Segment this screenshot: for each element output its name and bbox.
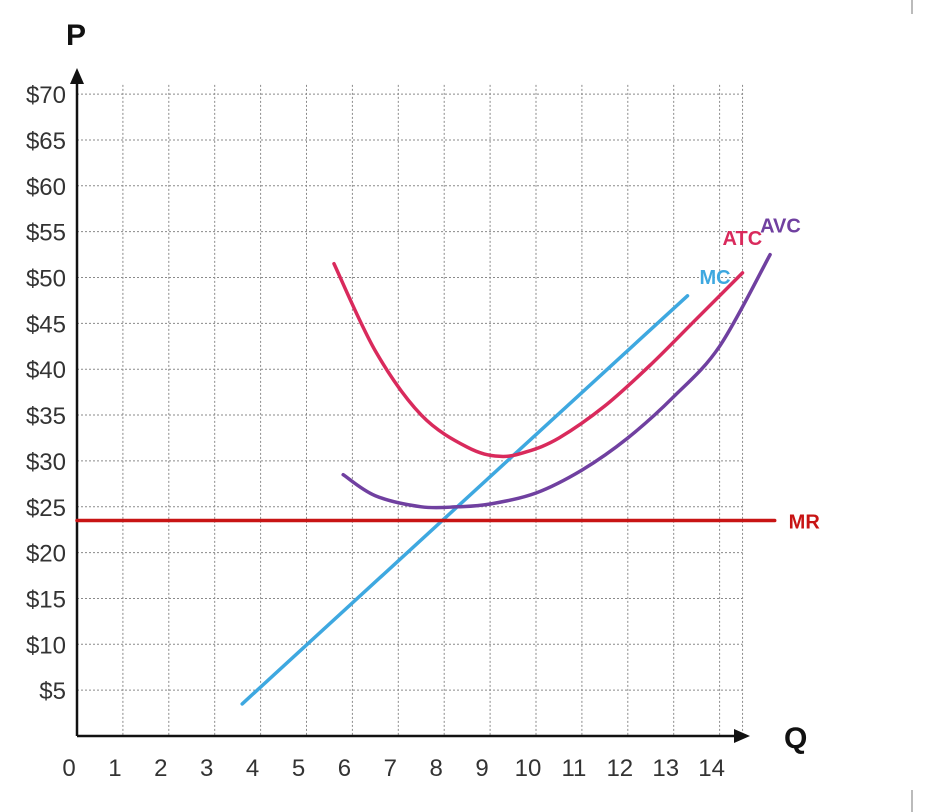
avc-curve bbox=[341, 252, 772, 510]
y-tick-label: $50 bbox=[26, 266, 66, 293]
axes bbox=[70, 68, 750, 743]
x-axis-title: Q bbox=[784, 722, 807, 755]
x-tick-label: 13 bbox=[652, 755, 679, 782]
x-tick-label: 10 bbox=[515, 755, 542, 782]
y-tick-label: $20 bbox=[26, 541, 66, 568]
y-tick-label: $35 bbox=[26, 403, 66, 430]
x-tick-label: 9 bbox=[475, 755, 488, 782]
x-tick-label: 12 bbox=[606, 755, 633, 782]
mc-label: MC bbox=[699, 267, 730, 289]
y-tick-label: $10 bbox=[26, 632, 66, 659]
y-tick-label: $55 bbox=[26, 220, 66, 247]
y-tick-label: $70 bbox=[26, 82, 66, 109]
x-tick-label: 5 bbox=[292, 755, 305, 782]
y-tick-label: $15 bbox=[26, 586, 66, 613]
mr-label: MR bbox=[789, 512, 821, 534]
mc-curve bbox=[240, 294, 690, 706]
y-tick-label: $65 bbox=[26, 128, 66, 155]
y-tick-label: $25 bbox=[26, 495, 66, 522]
y-tick-label: $45 bbox=[26, 311, 66, 338]
atc-label: ATC bbox=[723, 228, 763, 250]
x-tick-label: 7 bbox=[384, 755, 397, 782]
x-tick-label: 8 bbox=[430, 755, 443, 782]
x-tick-label: 2 bbox=[154, 755, 167, 782]
x-tick-label: 3 bbox=[200, 755, 213, 782]
y-tick-label: $60 bbox=[26, 174, 66, 201]
y-axis-arrow-icon bbox=[70, 68, 84, 84]
series-group bbox=[75, 252, 777, 706]
x-tick-label: 0 bbox=[62, 755, 75, 782]
y-tick-label: $5 bbox=[39, 678, 66, 705]
x-tick-label: 6 bbox=[338, 755, 351, 782]
atc-curve bbox=[332, 261, 745, 459]
x-axis-arrow-icon bbox=[734, 729, 750, 743]
y-axis-title: P bbox=[66, 19, 86, 52]
y-tick-labels: $5 $10 $15 $20 $25 $30 $35 $40 $45 $50 $55 $60 $65 $7… bbox=[26, 82, 66, 705]
x-tick-labels: 0 1 2 3 4 5 6 7 8 9 10 11 12 13 14 bbox=[62, 755, 725, 782]
x-tick-label: 1 bbox=[108, 755, 121, 782]
x-tick-label: 11 bbox=[561, 755, 586, 782]
y-tick-label: $40 bbox=[26, 357, 66, 384]
avc-label: AVC bbox=[760, 216, 801, 238]
x-tick-label: 4 bbox=[246, 755, 259, 782]
x-tick-label: 14 bbox=[698, 755, 725, 782]
grid bbox=[77, 84, 744, 736]
y-tick-label: $30 bbox=[26, 449, 66, 476]
